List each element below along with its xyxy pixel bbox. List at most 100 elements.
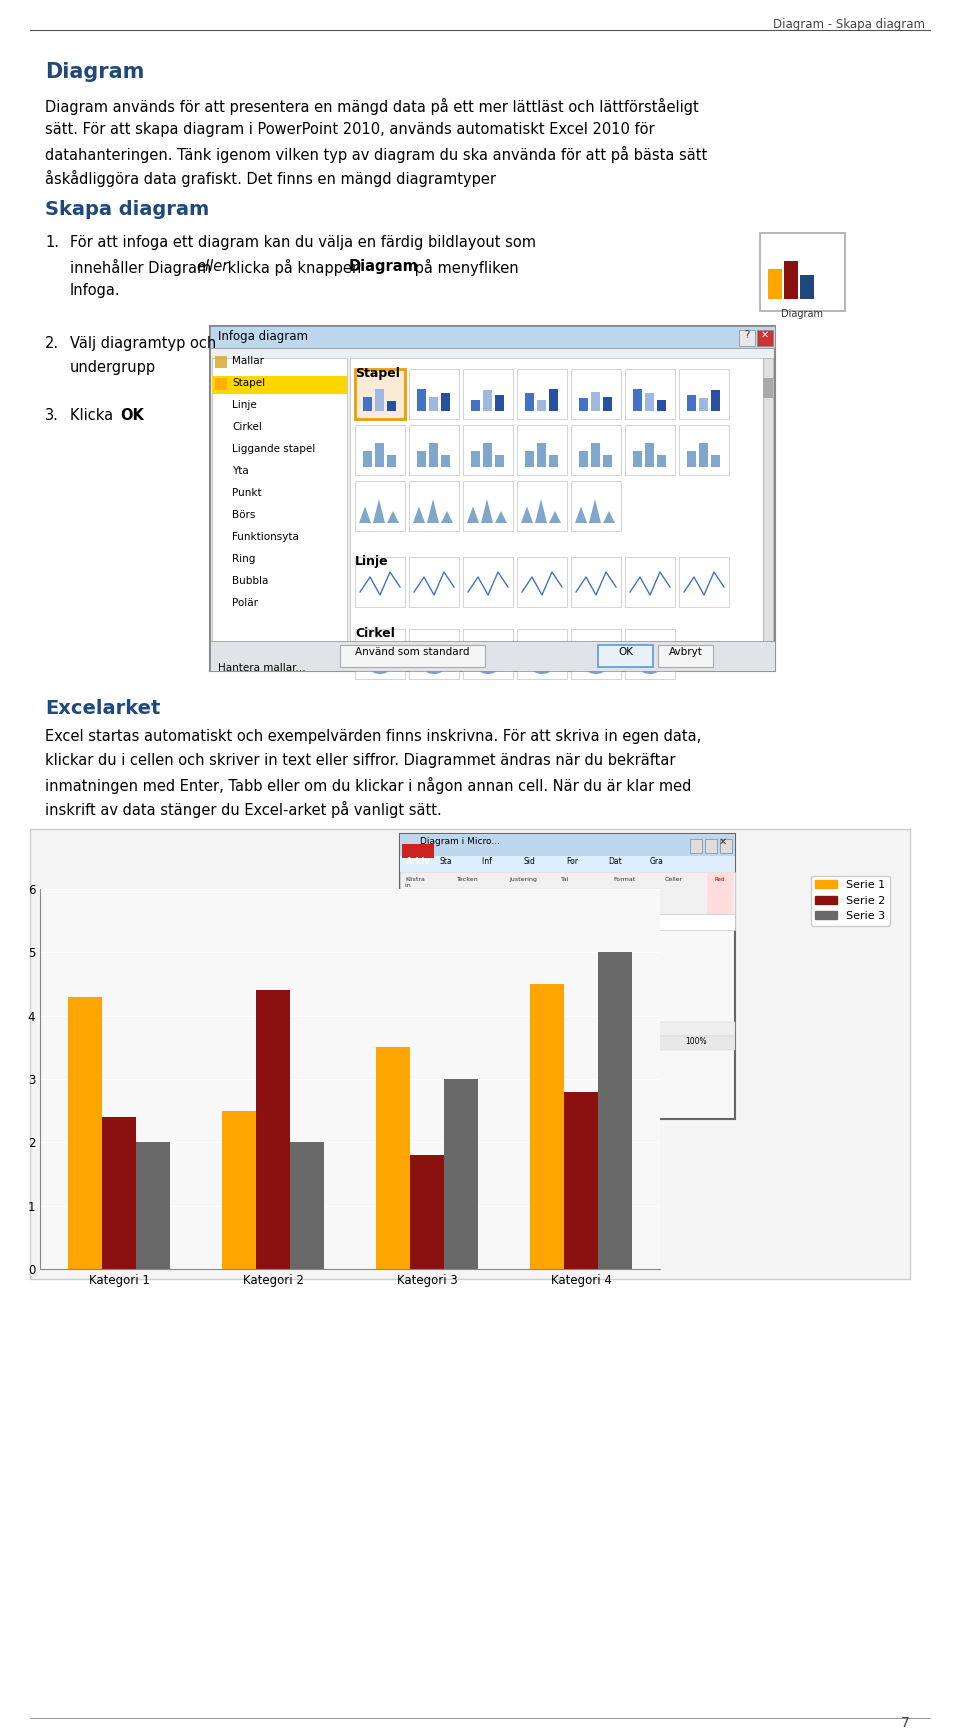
Bar: [400, 1006, 418, 1020]
Text: klickar du i cellen och skriver in text eller siffror. Diagrammet ändras när du : klickar du i cellen och skriver in text …: [45, 753, 676, 768]
Bar: [463, 480, 513, 531]
Bar: [409, 629, 459, 680]
Bar: [679, 369, 729, 420]
Bar: [705, 839, 717, 853]
Text: Justering: Justering: [509, 877, 537, 883]
Bar: [409, 369, 459, 420]
Bar: [418, 975, 486, 990]
Text: Kategori 3: Kategori 3: [421, 992, 461, 1001]
Text: Hantera mallar...: Hantera mallar...: [218, 662, 305, 673]
Bar: [418, 929, 486, 945]
Text: Mallar: Mallar: [232, 355, 264, 366]
Text: 5: 5: [612, 1007, 616, 1016]
Text: 3: 3: [612, 992, 616, 1001]
Text: Använd som standard: Använd som standard: [355, 647, 469, 657]
Bar: [574, 929, 618, 945]
Polygon shape: [575, 506, 587, 524]
Bar: [471, 401, 480, 411]
Text: Kategori 4: Kategori 4: [421, 1007, 461, 1016]
Text: A: A: [449, 931, 455, 942]
Bar: [429, 442, 438, 466]
Text: Infoga diagram: Infoga diagram: [218, 329, 308, 343]
Text: Funktionsyta: Funktionsyta: [232, 532, 299, 543]
Polygon shape: [650, 642, 666, 657]
Bar: [495, 395, 504, 411]
Text: 4: 4: [407, 992, 412, 1001]
Text: Punkt: Punkt: [232, 487, 262, 498]
Text: B: B: [505, 931, 511, 942]
Bar: [537, 442, 546, 466]
Text: Excel startas automatiskt och exempelvärden finns inskrivna. För att skriva in e: Excel startas automatiskt och exempelvär…: [45, 728, 701, 744]
Polygon shape: [387, 512, 399, 524]
Bar: [591, 442, 600, 466]
Text: Liggande stapel: Liggande stapel: [232, 444, 315, 454]
Text: Klicka för at: Klicka för at: [150, 891, 370, 922]
Circle shape: [580, 642, 612, 675]
Text: For: For: [566, 857, 578, 865]
Text: åskådliggöra data grafiskt. Det finns en mängd diagramtyper: åskådliggöra data grafiskt. Det finns en…: [45, 170, 496, 187]
Bar: [400, 975, 418, 990]
Polygon shape: [589, 499, 601, 524]
Bar: [633, 388, 642, 411]
Bar: [687, 451, 696, 466]
Bar: [400, 1035, 735, 1051]
Bar: [720, 839, 732, 853]
Text: Diagram: Diagram: [781, 309, 824, 319]
Bar: [409, 425, 459, 475]
Bar: [68, 997, 102, 1269]
Bar: [574, 990, 618, 1006]
Bar: [598, 645, 653, 668]
Bar: [530, 983, 564, 1269]
Text: OK: OK: [618, 647, 633, 657]
Bar: [463, 425, 513, 475]
Bar: [355, 557, 405, 607]
Bar: [256, 990, 290, 1269]
Text: 2: 2: [612, 976, 616, 987]
Text: 2,5: 2,5: [516, 976, 528, 987]
Text: A6: A6: [405, 916, 416, 924]
Bar: [400, 990, 418, 1006]
Text: Polär: Polär: [232, 598, 258, 609]
Text: Arkiv: Arkiv: [405, 857, 430, 865]
Bar: [571, 369, 621, 420]
Text: Stapel: Stapel: [355, 368, 400, 380]
Text: Tecken: Tecken: [457, 877, 479, 883]
Text: 1,8: 1,8: [560, 992, 572, 1001]
Bar: [571, 480, 621, 531]
Bar: [763, 378, 773, 399]
Text: 7: 7: [901, 1717, 910, 1731]
Text: E: E: [626, 931, 631, 942]
Text: klicka på knappen: klicka på knappen: [223, 258, 366, 276]
Text: Dat: Dat: [608, 857, 622, 865]
Bar: [645, 442, 654, 466]
Bar: [711, 454, 720, 466]
Text: Red: Red: [715, 877, 725, 883]
Bar: [429, 397, 438, 411]
Polygon shape: [549, 512, 561, 524]
Text: Sta: Sta: [440, 857, 452, 865]
Legend: Serie 1, Serie 2, Serie 3: Serie 1, Serie 2, Serie 3: [811, 876, 890, 926]
Polygon shape: [434, 642, 450, 657]
Text: Celler: Celler: [665, 877, 684, 883]
Bar: [530, 945, 574, 961]
Bar: [633, 451, 642, 466]
Text: Börs: Börs: [232, 510, 255, 520]
Text: Excelarket: Excelarket: [45, 699, 160, 718]
Bar: [486, 990, 530, 1006]
Text: Avbryt: Avbryt: [668, 647, 703, 657]
Bar: [483, 390, 492, 411]
Bar: [400, 929, 418, 945]
Text: Klicka: Klicka: [70, 407, 118, 423]
Bar: [530, 990, 574, 1006]
Bar: [690, 839, 702, 853]
Bar: [410, 1155, 444, 1269]
Bar: [517, 369, 567, 420]
Bar: [136, 1143, 170, 1269]
Text: 2: 2: [612, 962, 616, 971]
Text: Infoga.: Infoga.: [70, 283, 121, 298]
Circle shape: [418, 642, 450, 675]
Bar: [711, 390, 720, 411]
Bar: [757, 329, 773, 347]
Bar: [625, 425, 675, 475]
Bar: [463, 629, 513, 680]
